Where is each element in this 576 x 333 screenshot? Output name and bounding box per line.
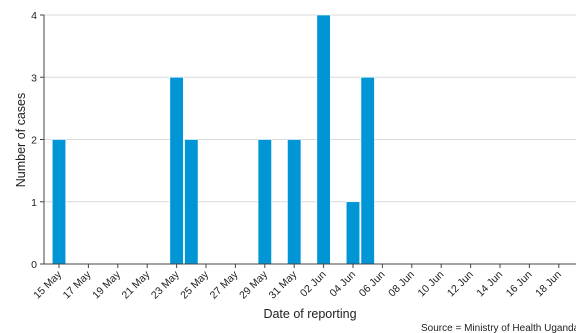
bars bbox=[51, 14, 375, 265]
x-tick-label-10-jun: 10 Jun bbox=[416, 269, 447, 300]
source-note: Source = Ministry of Health Uganda bbox=[421, 323, 576, 333]
x-tick-label-19-may: 19 May bbox=[90, 268, 123, 301]
x-tick-label-23-may: 23 May bbox=[149, 268, 182, 301]
bar-24-may bbox=[184, 139, 199, 265]
x-tick-label-29-may: 29 May bbox=[237, 268, 270, 301]
bar-05-jun bbox=[360, 76, 375, 265]
x-tick-label-02-jun: 02 Jun bbox=[298, 269, 329, 300]
y-tick-label-3: 3 bbox=[31, 72, 37, 84]
y-tick-label-0: 0 bbox=[31, 259, 37, 271]
x-tick-label-14-jun: 14 Jun bbox=[474, 269, 505, 300]
x-axis-title: Date of reporting bbox=[263, 307, 356, 321]
x-tick-label-15-may: 15 May bbox=[31, 268, 64, 301]
bar-15-may bbox=[51, 139, 67, 265]
y-tick-label-4: 4 bbox=[31, 10, 37, 22]
x-tick-label-18-jun: 18 Jun bbox=[533, 269, 564, 300]
x-tick-label-21-may: 21 May bbox=[119, 268, 152, 301]
y-tick-label-1: 1 bbox=[31, 197, 37, 209]
x-tick-label-31-may: 31 May bbox=[266, 268, 299, 301]
x-tick-label-16-jun: 16 Jun bbox=[504, 269, 535, 300]
bar-04-jun bbox=[345, 201, 361, 265]
bar-31-may bbox=[287, 139, 302, 265]
x-tick-label-25-may: 25 May bbox=[178, 268, 211, 301]
x-tick-label-27-may: 27 May bbox=[208, 268, 241, 301]
y-tick-label-2: 2 bbox=[31, 135, 37, 147]
x-tick-label-08-jun: 08 Jun bbox=[386, 269, 417, 300]
y-axis-title: Number of cases bbox=[14, 93, 28, 187]
x-tick-label-17-may: 17 May bbox=[61, 268, 94, 301]
bar-02-jun bbox=[316, 14, 331, 265]
x-tick-label-06-jun: 06 Jun bbox=[357, 269, 388, 300]
y-ticks: 0 1 2 3 4 bbox=[31, 10, 44, 271]
x-tick-label-04-jun: 04 Jun bbox=[327, 269, 358, 300]
bar-23-may bbox=[169, 76, 184, 265]
gridlines bbox=[44, 14, 576, 203]
x-tick-label-12-jun: 12 Jun bbox=[445, 269, 476, 300]
bar-29-may bbox=[257, 139, 272, 265]
